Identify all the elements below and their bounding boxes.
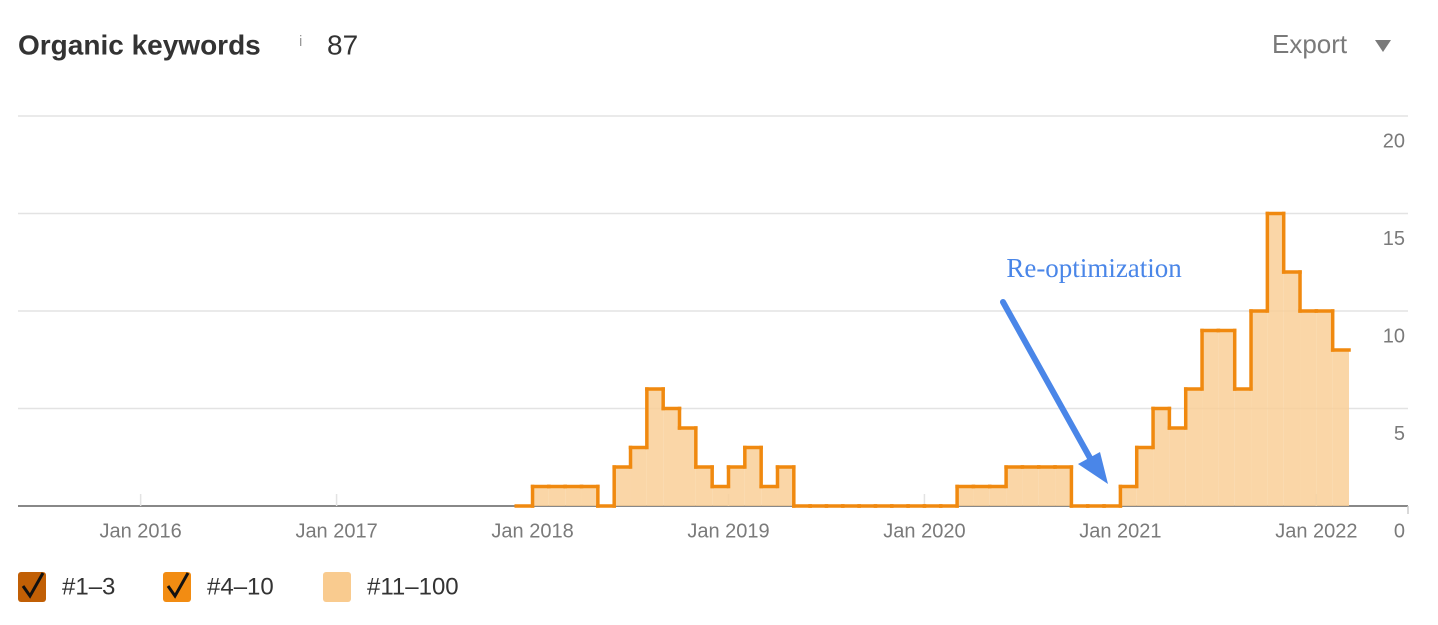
area-step (1136, 447, 1154, 506)
x-tick-label: Jan 2016 (99, 520, 181, 542)
plot: 0 5 10 15 20 Jan 2016 Jan 2017 Jan 2018 Jan 2019… (18, 115, 1409, 542)
area-step (1202, 330, 1219, 506)
y-tick-label: 0 (1394, 520, 1405, 542)
export-caret[interactable] (1375, 40, 1391, 52)
chart-title: Organic keywords (18, 29, 261, 60)
area-step (957, 486, 974, 506)
area-step (744, 447, 762, 506)
legend-check[interactable] (166, 572, 190, 599)
legend: #1–3 #4–10 #11–100 (18, 572, 459, 602)
x-tick-label: Jan 2018 (491, 520, 573, 542)
area-step (1300, 311, 1317, 506)
annotation-arrowhead (1078, 452, 1108, 484)
y-tick-label: 10 (1383, 325, 1405, 347)
area-step (679, 428, 696, 506)
info-icon[interactable]: i (299, 33, 302, 50)
area-step (1153, 408, 1170, 506)
area-step (1006, 467, 1023, 506)
legend-label[interactable]: #4–10 (207, 573, 274, 600)
area-step (614, 467, 631, 506)
legend-checkbox[interactable] (323, 572, 351, 602)
area-step (1251, 311, 1268, 506)
keyword-count: 87 (327, 29, 358, 60)
area-step (1332, 350, 1350, 506)
area-step (728, 467, 745, 506)
export-button[interactable]: Export (1272, 29, 1348, 59)
x-tick-label: Jan 2022 (1275, 520, 1357, 542)
area-step (548, 486, 566, 506)
area-step (1038, 467, 1056, 506)
area-step (1169, 428, 1186, 506)
x-tick-label: Jan 2021 (1079, 520, 1161, 542)
area-step (695, 467, 713, 506)
annotation-arrow (1000, 299, 1093, 461)
annotation: Re-optimization (1006, 253, 1182, 283)
area-step (1283, 272, 1301, 506)
x-tick-label: Jan 2019 (687, 520, 769, 542)
area-step (565, 486, 582, 506)
x-tick-label: Jan 2020 (883, 520, 965, 542)
legend-label[interactable]: #1–3 (62, 573, 115, 600)
x-tick-label: Jan 2017 (295, 520, 377, 542)
area-step (761, 486, 778, 506)
area-step (532, 486, 549, 506)
area-step (1022, 467, 1039, 506)
area-step (630, 447, 647, 506)
area-step (712, 486, 729, 506)
area-step (663, 408, 680, 506)
area-step (1055, 467, 1072, 506)
y-tick-label: 5 (1394, 423, 1405, 445)
area-step (646, 389, 664, 506)
area-step (1267, 213, 1284, 506)
legend-check[interactable] (21, 572, 45, 599)
y-tick-label: 15 (1383, 228, 1405, 250)
area-step (581, 486, 598, 506)
area-step (1234, 389, 1252, 506)
area-step (1218, 330, 1235, 506)
area-step (777, 467, 794, 506)
y-tick-label: 20 (1383, 130, 1405, 152)
area-step (1185, 389, 1203, 506)
area-step (989, 486, 1007, 506)
legend-label[interactable]: #11–100 (367, 573, 459, 600)
area-step (973, 486, 990, 506)
area-step (1316, 311, 1333, 506)
area-step (1120, 486, 1137, 506)
